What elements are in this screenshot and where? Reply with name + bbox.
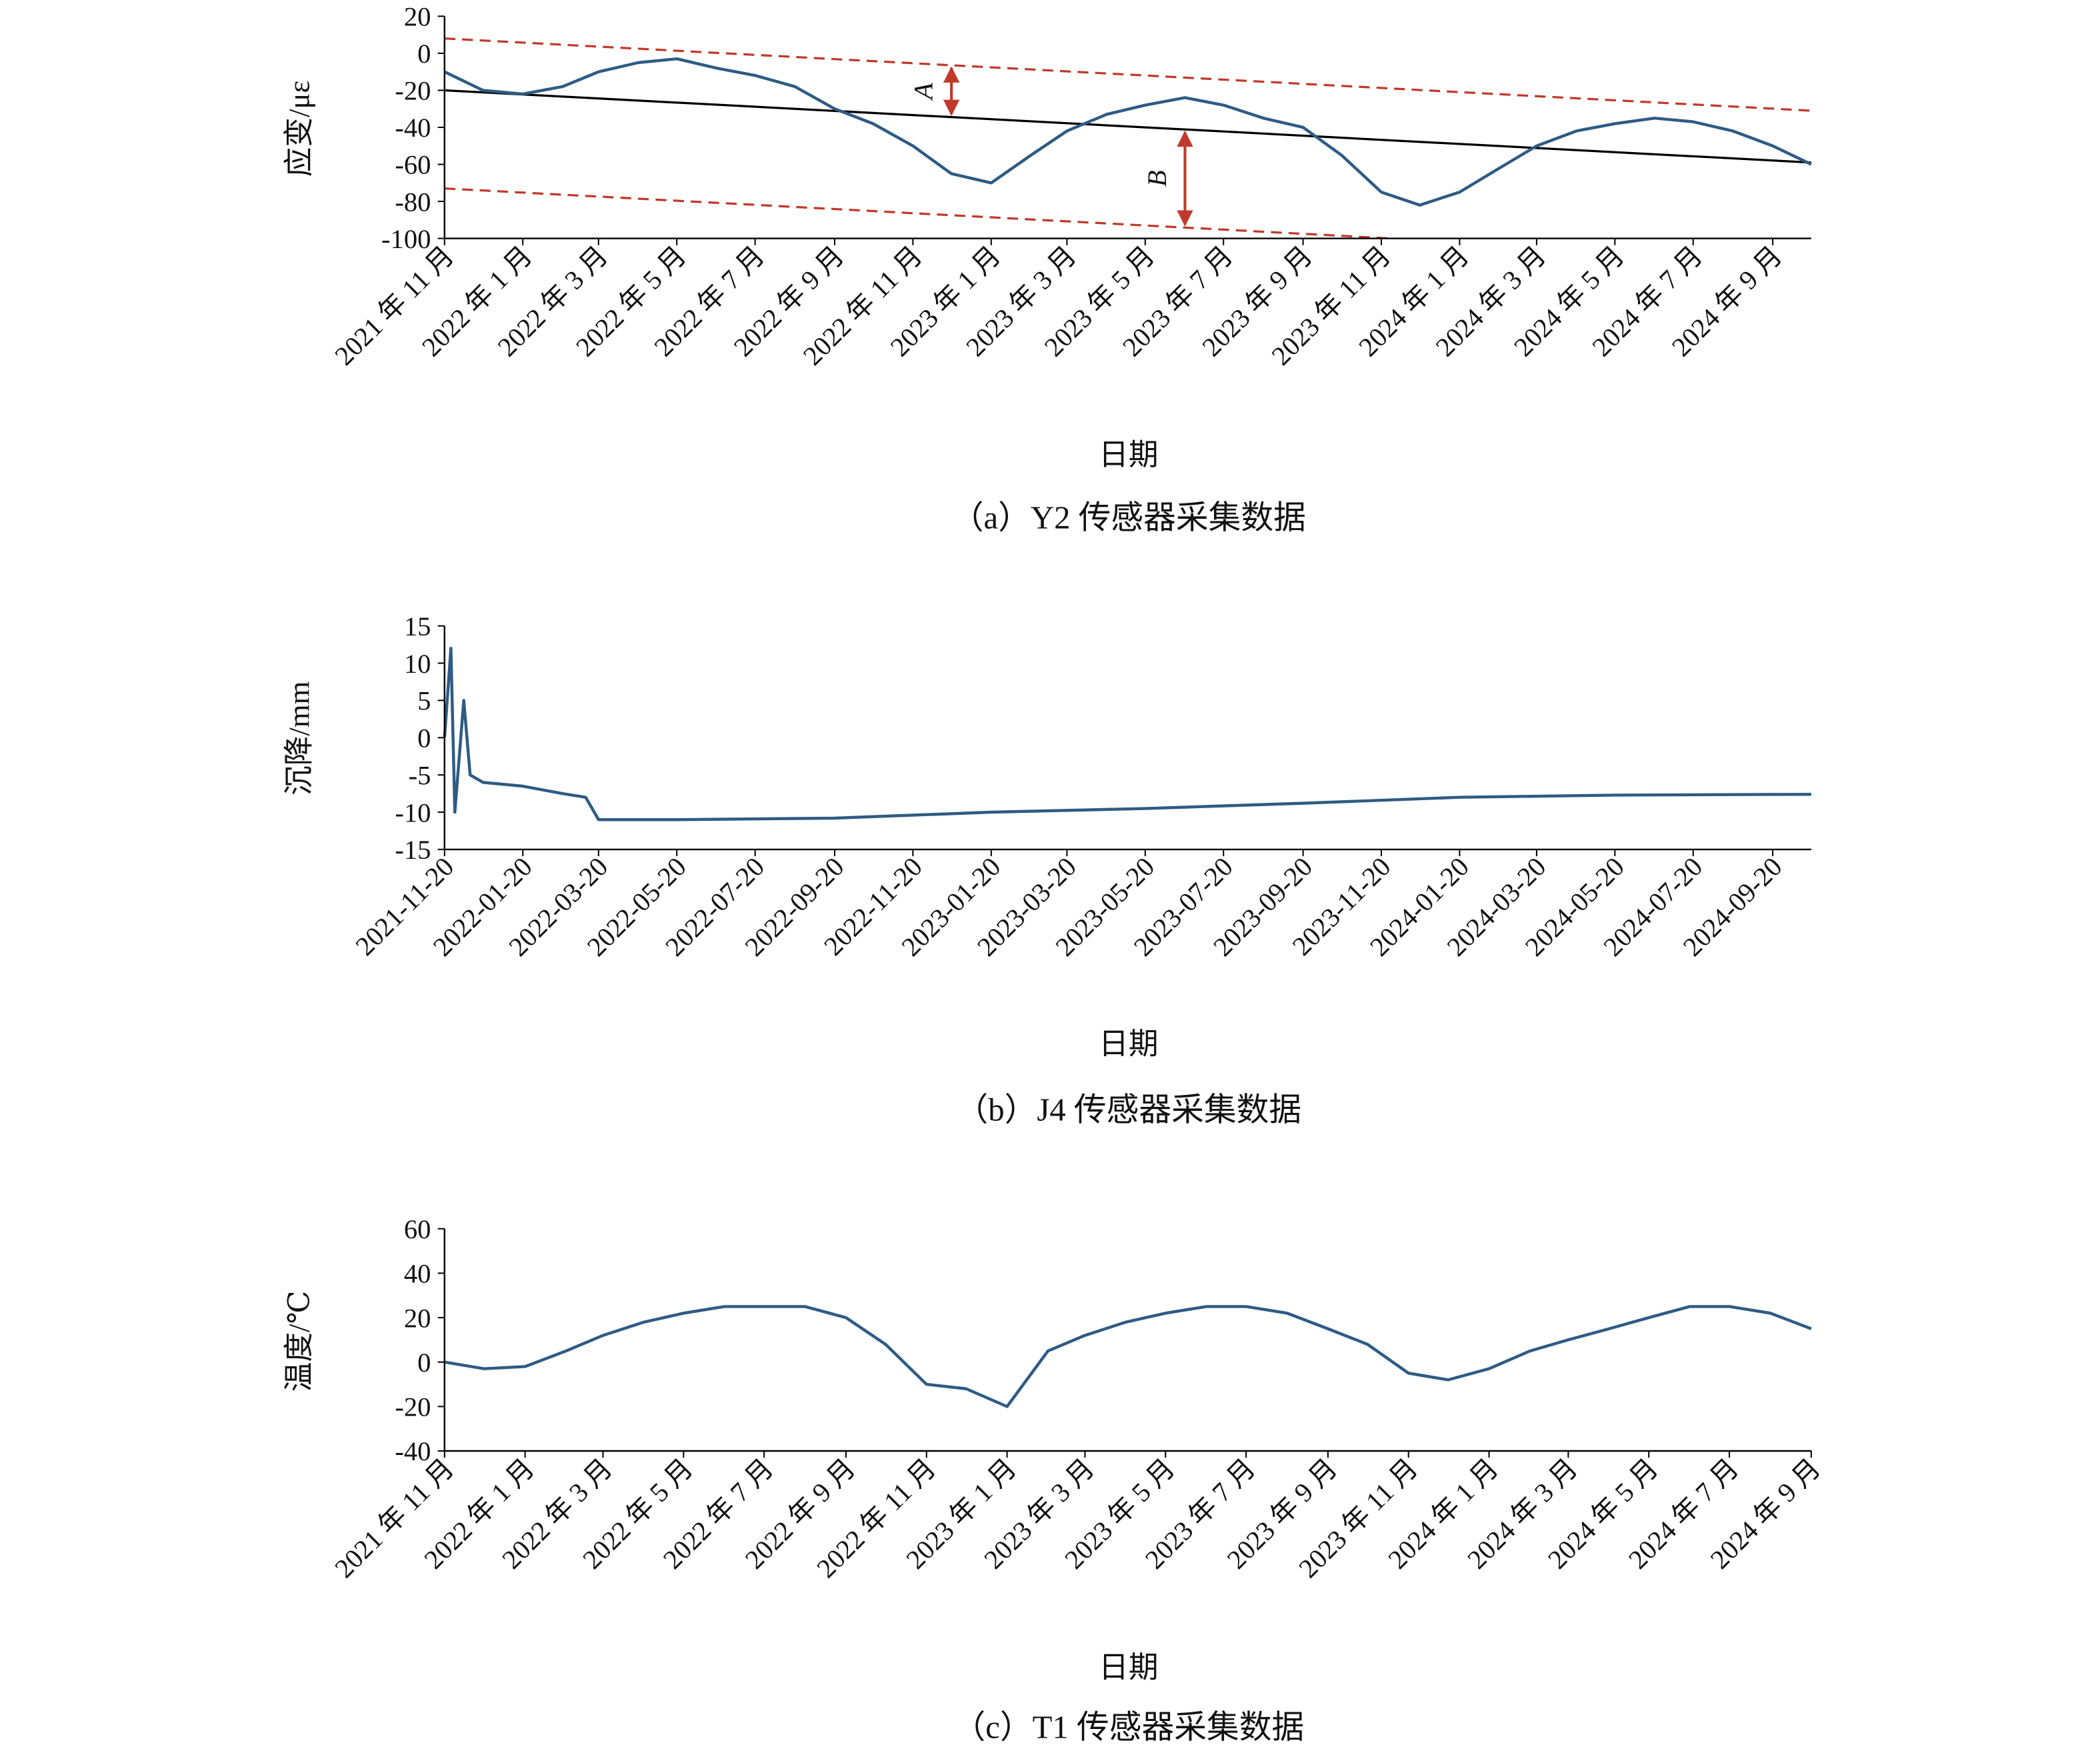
y-tick-label: -60 [395, 150, 431, 180]
y-tick-label: -100 [381, 224, 431, 254]
trend-line [444, 37, 1811, 112]
y-tick-label: 0 [417, 1348, 431, 1378]
y-tick-label: 10 [404, 649, 431, 679]
x-axis-label: 日期 [1099, 1028, 1158, 1061]
y-axis-label: 应变/με [283, 81, 316, 177]
y-tick-label: 0 [417, 723, 431, 753]
trend-line [444, 89, 1811, 164]
y-tick-label: -40 [395, 1436, 431, 1466]
x-axis-label: 日期 [1099, 1650, 1158, 1684]
caption: （a）Y2 传感器采集数据 [951, 499, 1306, 535]
y-tick-label: 0 [417, 39, 431, 69]
y-tick-label: -10 [395, 797, 431, 827]
x-axis-label: 日期 [1099, 438, 1158, 471]
y-tick-label: -40 [395, 113, 431, 143]
y-tick-label: -20 [395, 76, 431, 106]
y-tick-label: 20 [404, 2, 431, 32]
y-tick-label: -5 [409, 760, 431, 790]
y-tick-label: -80 [395, 187, 431, 217]
y-tick-label: 40 [404, 1259, 431, 1289]
caption: （b）J4 传感器采集数据 [956, 1092, 1302, 1128]
y-tick-label: 60 [404, 1214, 431, 1244]
data-line [443, 646, 1811, 821]
data-line [444, 1305, 1812, 1408]
caption: （c）T1 传感器采集数据 [953, 1710, 1304, 1746]
annotation-label: A [909, 83, 939, 101]
y-tick-label: 20 [404, 1303, 431, 1333]
y-tick-label: -15 [395, 835, 431, 865]
y-axis-label: 温度/℃ [283, 1291, 316, 1392]
annotation-label: B [1142, 170, 1172, 187]
y-tick-label: -20 [395, 1392, 431, 1422]
y-axis-label: 沉降/mm [283, 681, 316, 795]
y-tick-label: 15 [404, 611, 431, 641]
data-line [443, 57, 1812, 207]
y-tick-label: 5 [417, 686, 431, 716]
